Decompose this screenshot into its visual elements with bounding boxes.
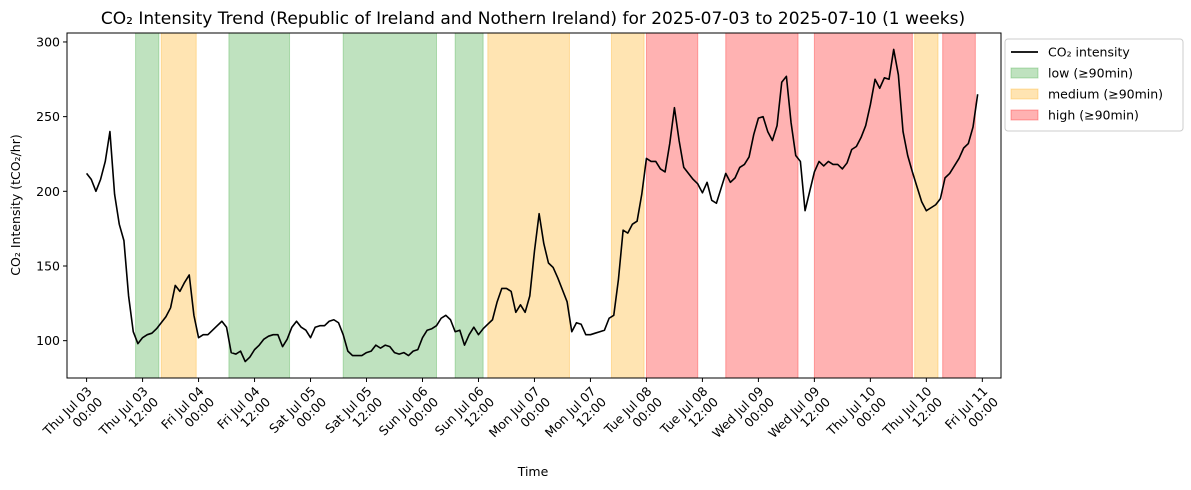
band-low (135, 32, 160, 379)
legend-label: low (≥90min) (1048, 66, 1133, 81)
x-tick-label: Sun Jul 0600:00 (376, 383, 442, 449)
legend-label: CO₂ intensity (1048, 45, 1130, 60)
x-tick-label: Sat Jul 0512:00 (322, 383, 385, 446)
x-tick-label: Wed Jul 0900:00 (709, 383, 777, 451)
x-tick-label: Sat Jul 0500:00 (266, 383, 329, 446)
band-medium (160, 32, 197, 379)
x-tick-label: Fri Jul 0412:00 (214, 383, 273, 442)
y-tick-label: 300 (36, 34, 60, 49)
x-tick-label: Wed Jul 0912:00 (765, 383, 833, 451)
x-tick-label: Tue Jul 0800:00 (601, 383, 666, 448)
legend: CO₂ intensity low (≥90min) medium (≥90min)… (1004, 38, 1184, 132)
y-tick-label: 100 (36, 333, 60, 348)
x-tick-label: Fri Jul 0400:00 (158, 383, 217, 442)
legend-swatch-high (1010, 109, 1039, 121)
legend-label: medium (≥90min) (1048, 87, 1163, 102)
band-high (725, 32, 799, 379)
legend-frame (1004, 38, 1184, 132)
band-low (454, 32, 484, 379)
band-layer (135, 32, 976, 379)
x-tick-label: Tue Jul 0812:00 (657, 383, 722, 448)
x-tick-label: Thu Jul 1012:00 (879, 383, 945, 449)
legend-swatch-medium (1010, 88, 1039, 100)
y-tick-label: 200 (36, 184, 60, 199)
x-tick-label: Mon Jul 0700:00 (486, 383, 553, 450)
x-tick-label: Thu Jul 0300:00 (39, 383, 105, 449)
chart-title: CO₂ Intensity Trend (Republic of Ireland… (101, 9, 965, 29)
band-low (228, 32, 291, 379)
x-tick-label: Thu Jul 0312:00 (95, 383, 161, 449)
series-layer (85, 48, 979, 363)
y-tick-label: 250 (36, 109, 60, 124)
band-low (342, 32, 437, 379)
legend-label: high (≥90min) (1048, 108, 1139, 123)
y-axis-label: CO₂ Intensity (tCO₂/hr) (8, 134, 23, 275)
band-high (813, 32, 913, 379)
x-axis-label: Time (517, 464, 549, 479)
x-tick-label: Fri Jul 1100:00 (942, 383, 1001, 442)
series-line (85, 48, 979, 363)
x-tick-label: Sun Jul 0612:00 (432, 383, 498, 449)
x-tick-label: Thu Jul 1000:00 (823, 383, 889, 449)
y-axis: 100 150 200 250 300 (36, 34, 67, 348)
x-tick-label: Mon Jul 0712:00 (542, 383, 609, 450)
band-high (942, 32, 976, 379)
band-high (645, 32, 699, 379)
band-medium (610, 32, 645, 379)
band-medium (487, 32, 570, 379)
legend-swatch-low (1010, 67, 1039, 79)
y-tick-label: 150 (36, 258, 60, 273)
